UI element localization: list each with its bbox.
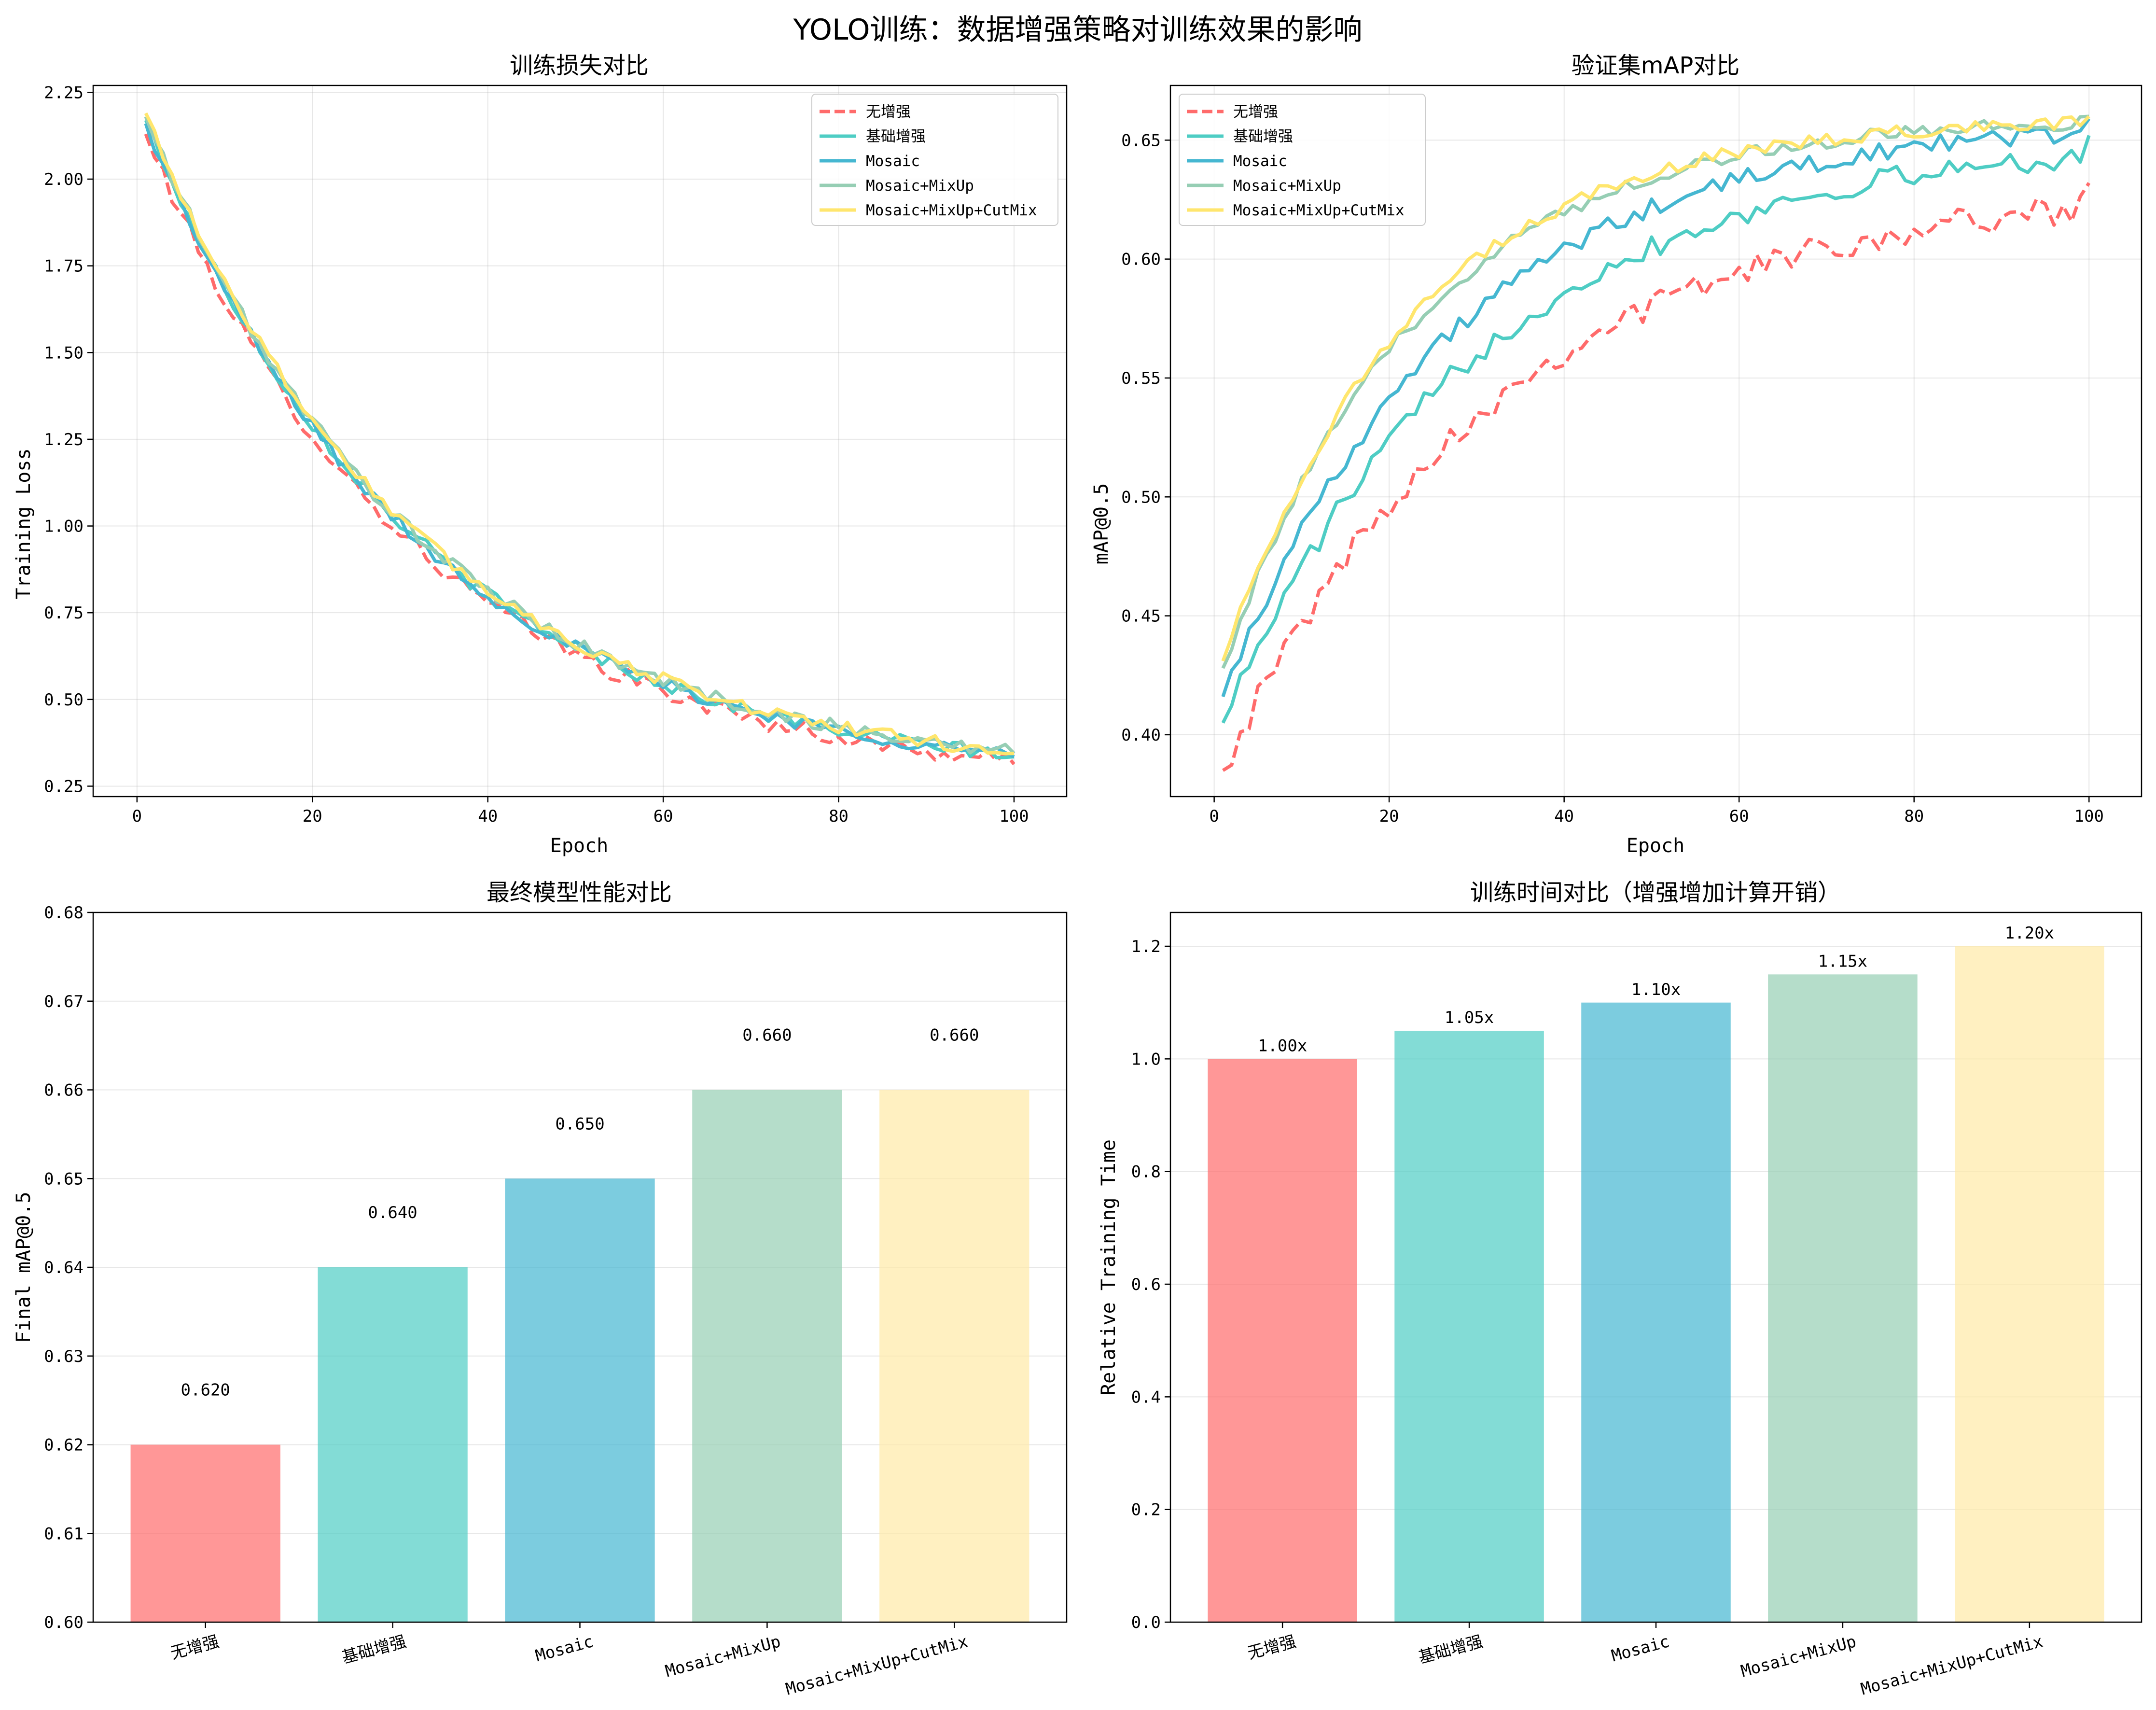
- final-map-chart-ytick-label: 0.67: [44, 992, 83, 1011]
- training-time-chart-bar: [1955, 946, 2104, 1622]
- map-chart-xtick-label: 60: [1729, 807, 1749, 826]
- final-map-chart-value-label: 0.640: [368, 1203, 417, 1222]
- map-chart-legend-label: 无增强: [1233, 103, 1278, 121]
- loss-chart-xtick-label: 100: [999, 807, 1029, 826]
- training-time-chart-ylabel: Relative Training Time: [1098, 1139, 1120, 1395]
- map-chart-xtick-label: 80: [1904, 807, 1924, 826]
- map-chart-frame: [1169, 84, 2142, 798]
- training-time-chart-bar: [1394, 1031, 1544, 1622]
- training-time-chart-ytick-label: 0.6: [1131, 1275, 1161, 1294]
- map-chart-ytick-label: 0.45: [1121, 607, 1161, 626]
- training-time-chart-title: 训练时间对比（增强增加计算开销）: [1470, 879, 1841, 906]
- training-time-chart-ytick-label: 0.8: [1131, 1163, 1161, 1182]
- training-time-chart-value-label: 1.10x: [1631, 980, 1681, 999]
- map-chart-xlabel: Epoch: [1627, 835, 1684, 857]
- training-time-chart-ytick-label: 1.2: [1131, 937, 1161, 956]
- loss-chart-ytick-label: 1.75: [44, 257, 83, 276]
- final-map-chart-ytick-label: 0.65: [44, 1169, 83, 1189]
- final-map-chart-ytick-label: 0.62: [44, 1436, 83, 1455]
- final-map-chart-frame: [92, 911, 1068, 1623]
- loss-chart-ytick-label: 1.50: [44, 343, 83, 363]
- training-time-chart-value-label: 1.15x: [1818, 952, 1867, 971]
- final-map-chart-ytick-label: 0.66: [44, 1081, 83, 1100]
- final-map-chart-bar: [318, 1267, 468, 1622]
- map-chart-title: 验证集mAP对比: [1572, 52, 1740, 79]
- loss-chart-ytick-label: 1.00: [44, 517, 83, 536]
- loss-chart-legend-label: 基础增强: [866, 128, 926, 145]
- final-map-chart-ytick-label: 0.61: [44, 1524, 83, 1543]
- loss-chart-ytick-label: 1.25: [44, 430, 83, 449]
- loss-chart-series-line: [144, 112, 1015, 756]
- training-time-chart-value-label: 1.00x: [1258, 1037, 1307, 1056]
- training-time-chart-ytick-label: 0.4: [1131, 1388, 1161, 1407]
- training-time-chart-bar: [1581, 1002, 1731, 1622]
- loss-chart-legend-box: [811, 94, 1058, 226]
- final-map-chart-bar: [130, 1444, 280, 1622]
- map-chart-series-line: [1221, 135, 2091, 724]
- loss-chart-xtick-label: 0: [132, 807, 142, 826]
- training-time-chart-value-label: 1.05x: [1445, 1008, 1494, 1027]
- loss-chart: 训练损失对比 Epoch Training Loss 0 20 40 60 80 100 0…: [13, 52, 1068, 857]
- map-chart-xtick-label: 40: [1554, 807, 1574, 826]
- final-map-chart-ytick-label: 0.64: [44, 1258, 83, 1277]
- final-map-chart-bar: [505, 1178, 655, 1622]
- map-chart-ytick-label: 0.55: [1121, 369, 1161, 388]
- map-chart-ytick-label: 0.50: [1121, 488, 1161, 507]
- loss-chart-xlabel: Epoch: [550, 835, 608, 857]
- loss-chart-xtick-label: 20: [303, 807, 322, 826]
- training-time-chart-frame: [1169, 911, 2142, 1623]
- map-chart: 验证集mAP对比 Epoch mAP@0.5 0 20 40 60 80 100 0.40 0…: [1090, 52, 2142, 857]
- loss-chart-series-line: [144, 133, 1015, 765]
- map-chart-ytick-label: 0.40: [1121, 726, 1161, 745]
- final-map-chart-value-label: 0.620: [181, 1381, 230, 1400]
- loss-chart-ylabel: Training Loss: [13, 448, 35, 599]
- training-time-chart-bar: [1768, 974, 1918, 1622]
- training-time-chart-bar: [1208, 1059, 1357, 1622]
- training-time-chart-ytick-label: 0.0: [1131, 1613, 1161, 1632]
- loss-chart-ytick-label: 0.50: [44, 690, 83, 710]
- loss-chart-ytick-label: 0.75: [44, 603, 83, 623]
- final-map-chart-bar: [692, 1090, 842, 1622]
- loss-chart-ytick-label: 2.00: [44, 170, 83, 189]
- map-chart-xtick-label: 0: [1209, 807, 1219, 826]
- final-map-chart-value-label: 0.660: [930, 1026, 979, 1045]
- map-chart-series-line: [1221, 115, 2090, 662]
- figure-suptitle: YOLO训练：数据增强策略对训练效果的影响: [793, 13, 1362, 47]
- map-chart-ytick-label: 0.60: [1121, 250, 1161, 269]
- final-map-chart-value-label: 0.660: [742, 1026, 792, 1045]
- training-time-chart-ytick-label: 1.0: [1131, 1050, 1161, 1069]
- training-time-chart-ytick-label: 0.2: [1131, 1500, 1161, 1520]
- map-chart-xtick-label: 20: [1379, 807, 1399, 826]
- final-map-chart-bar: [879, 1090, 1029, 1622]
- map-chart-ylabel: mAP@0.5: [1090, 483, 1113, 565]
- final-map-chart-value-label: 0.650: [555, 1114, 604, 1134]
- final-map-chart-ytick-label: 0.68: [44, 903, 83, 923]
- final-map-chart-ytick-label: 0.63: [44, 1347, 83, 1366]
- loss-chart-xtick-label: 80: [829, 807, 848, 826]
- map-chart-legend-label: Mosaic: [1233, 153, 1287, 170]
- map-chart-series-line: [1222, 182, 2091, 772]
- loss-chart-xtick-label: 60: [654, 807, 673, 826]
- map-chart-legend-label: Mosaic+MixUp: [1233, 177, 1341, 195]
- map-chart-series-line: [1221, 117, 2091, 698]
- map-chart-legend-label: 基础增强: [1233, 128, 1293, 145]
- training-time-chart-value-label: 1.20x: [2005, 924, 2054, 943]
- loss-chart-ytick-label: 2.25: [44, 83, 83, 102]
- loss-chart-legend-label: Mosaic+MixUp: [866, 177, 974, 195]
- map-chart-ytick-label: 0.65: [1121, 131, 1161, 150]
- loss-chart-title: 训练损失对比: [510, 52, 649, 79]
- loss-chart-legend-label: 无增强: [866, 103, 911, 121]
- final-map-chart-title: 最终模型性能对比: [487, 879, 672, 906]
- map-chart-legend-box: [1179, 94, 1426, 226]
- final-map-chart-ytick-label: 0.60: [44, 1613, 83, 1632]
- final-map-chart-ylabel: Final mAP@0.5: [13, 1191, 35, 1343]
- loss-chart-frame: [92, 84, 1068, 798]
- map-chart-xtick-label: 100: [2074, 807, 2104, 826]
- loss-chart-legend-label: Mosaic+MixUp+CutMix: [866, 202, 1037, 219]
- loss-chart-legend-label: Mosaic: [866, 153, 920, 170]
- loss-chart-xtick-label: 40: [478, 807, 498, 826]
- map-chart-legend-label: Mosaic+MixUp+CutMix: [1233, 202, 1405, 219]
- loss-chart-ytick-label: 0.25: [44, 777, 83, 796]
